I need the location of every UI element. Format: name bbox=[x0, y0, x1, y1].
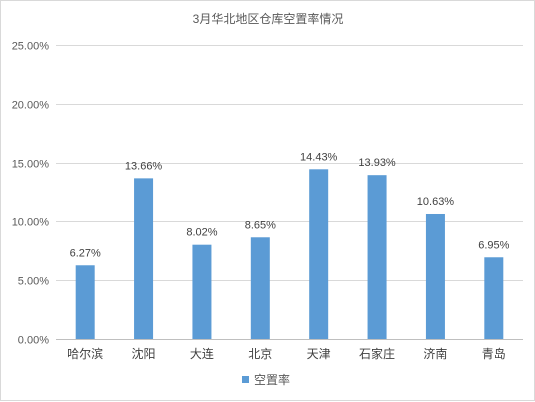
y-tick-label: 20.00% bbox=[12, 100, 50, 112]
data-label: 13.93% bbox=[358, 157, 396, 169]
data-label: 13.66% bbox=[125, 160, 163, 172]
data-label: 14.43% bbox=[300, 151, 338, 163]
x-category-label: 天津 bbox=[307, 347, 331, 361]
data-label: 8.02% bbox=[186, 227, 217, 239]
y-tick-label: 15.00% bbox=[12, 159, 50, 171]
x-category-label: 沈阳 bbox=[132, 346, 156, 361]
bar bbox=[134, 178, 154, 339]
data-label: 8.65% bbox=[245, 219, 276, 231]
y-tick-label: 10.00% bbox=[12, 217, 50, 229]
bar bbox=[192, 244, 212, 339]
y-tick-label: 25.00% bbox=[12, 41, 50, 53]
y-tick-label: 5.00% bbox=[18, 276, 49, 288]
bar bbox=[75, 265, 95, 339]
y-axis-ticks: 0.00% 5.00% 10.00% 15.00% 20.00% 25.00% bbox=[12, 41, 50, 347]
data-labels: 6.27% 13.66% 8.02% 8.65% 14.43% 13.93% 10.63% 6… bbox=[70, 151, 510, 259]
data-label: 6.95% bbox=[478, 239, 509, 251]
y-tick-label: 0.00% bbox=[18, 335, 49, 347]
bar bbox=[309, 169, 329, 339]
x-category-label: 青岛 bbox=[482, 346, 506, 361]
chart-title: 3月华北地区仓库空置率情况 bbox=[193, 11, 344, 26]
x-category-label: 北京 bbox=[248, 347, 272, 361]
x-category-label: 大连 bbox=[190, 346, 214, 361]
legend-label: 空置率 bbox=[254, 372, 290, 387]
x-category-label: 济南 bbox=[423, 346, 447, 361]
x-axis-categories: 哈尔滨 沈阳 大连 北京 天津 石家庄 济南 青岛 bbox=[67, 346, 506, 361]
bars bbox=[75, 169, 504, 339]
legend: 空置率 bbox=[242, 372, 290, 387]
bar bbox=[484, 257, 504, 339]
x-category-label: 哈尔滨 bbox=[67, 346, 103, 361]
gridlines bbox=[56, 45, 523, 340]
data-label: 6.27% bbox=[70, 247, 101, 259]
bar bbox=[425, 213, 445, 339]
bar bbox=[250, 237, 270, 339]
x-category-label: 石家庄 bbox=[359, 346, 395, 361]
data-label: 10.63% bbox=[417, 196, 455, 208]
bar bbox=[367, 175, 387, 339]
legend-swatch bbox=[242, 376, 249, 383]
